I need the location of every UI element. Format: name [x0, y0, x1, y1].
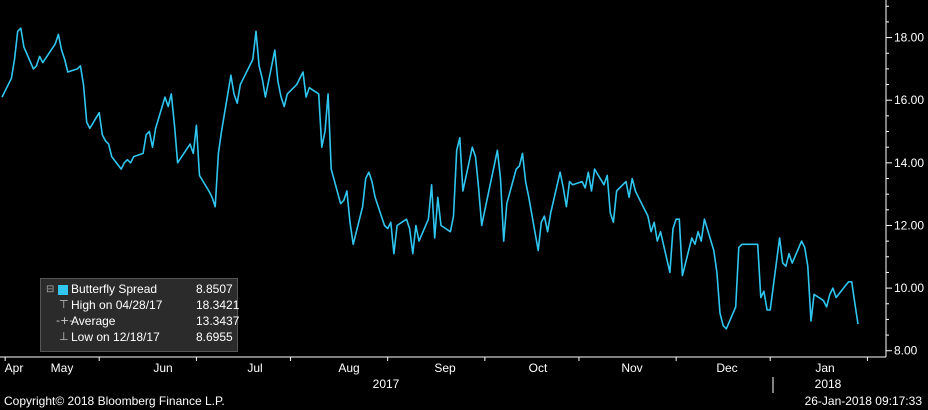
legend-average-value: 13.3437 — [196, 314, 240, 328]
y-axis: 8.00 10.00 12.00 14.00 16.00 18.00 — [885, 0, 924, 358]
legend-row-average: -+- Average 13.3437 — [41, 314, 240, 330]
timestamp-text: 26-Jan-2018 09:17:33 — [804, 394, 922, 408]
low-marker-icon: ⊥ — [59, 330, 69, 343]
y-tick-label: 16.00 — [894, 93, 924, 107]
legend-row-low: ⊥ Low on 12/18/17 8.6955 — [41, 330, 237, 346]
x-year-label: 2018 — [815, 377, 842, 391]
legend-series-value: 8.8507 — [196, 282, 233, 296]
x-tick-label: Jul — [247, 361, 262, 375]
legend-low-label: Low on 12/18/17 — [71, 330, 160, 344]
x-tick-label: Jun — [153, 361, 172, 375]
legend-low-value: 8.6955 — [196, 330, 233, 344]
x-tick-label: Nov — [621, 361, 642, 375]
y-tick-label: 8.00 — [894, 344, 918, 358]
x-tick-label: Oct — [529, 361, 548, 375]
copyright-text: Copyright© 2018 Bloomberg Finance L.P. — [4, 394, 225, 408]
series-line-butterfly-spread[interactable] — [1, 27, 859, 330]
legend-row-series: ⊟ Butterfly Spread 8.8507 — [41, 282, 237, 298]
legend-high-label: High on 04/28/17 — [71, 298, 163, 312]
legend-series-label: Butterfly Spread — [71, 282, 158, 296]
collapse-icon[interactable]: ⊟ — [46, 284, 55, 295]
y-tick-label: 18.00 — [894, 31, 924, 45]
x-tick-label: Sep — [434, 361, 456, 375]
high-marker-icon: ⊤ — [59, 298, 69, 311]
x-year-label: 2017 — [373, 377, 400, 391]
x-tick-label: Dec — [716, 361, 737, 375]
legend-row-high: ⊤ High on 04/28/17 18.3421 — [41, 298, 240, 314]
plot-area — [1, 27, 859, 330]
legend-high-value: 18.3421 — [196, 298, 240, 312]
legend-average-label: Average — [71, 314, 116, 328]
x-tick-label: May — [51, 361, 74, 375]
x-tick-label: Apr — [5, 361, 24, 375]
average-marker-icon: -+- — [56, 314, 74, 327]
y-tick-label: 14.00 — [894, 156, 924, 170]
legend-box: ⊟ Butterfly Spread 8.8507 ⊤ High on 04/2… — [40, 278, 240, 352]
x-axis: Apr May Jun Jul Aug Sep Oct Nov Dec Jan 2017 2018 — [0, 356, 886, 393]
y-tick-label: 10.00 — [894, 281, 924, 295]
x-tick-label: Jan — [815, 361, 834, 375]
series-swatch — [58, 285, 68, 295]
y-tick-label: 12.00 — [894, 218, 924, 232]
x-tick-label: Aug — [338, 361, 359, 375]
